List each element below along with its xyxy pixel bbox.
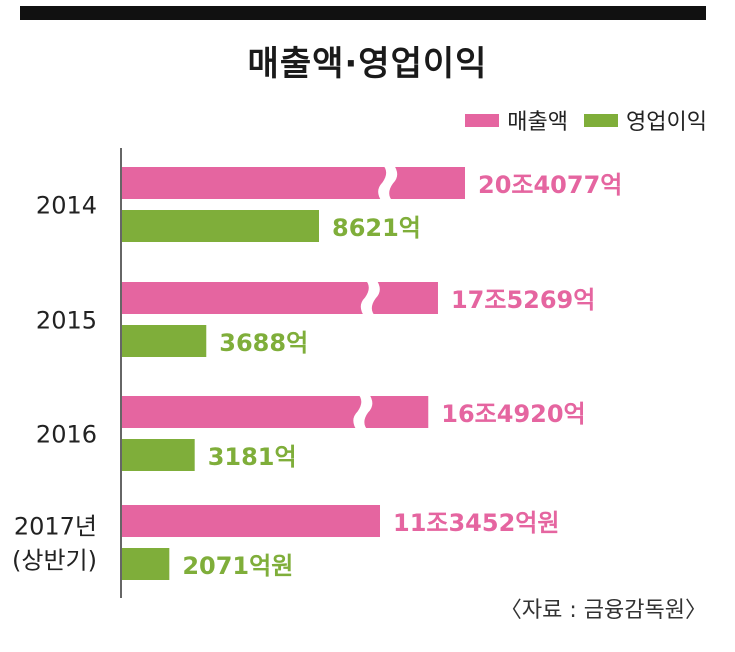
data-label-sales: 16조4920억 xyxy=(441,400,585,428)
chart-title: 매출액·영업이익 xyxy=(247,44,488,84)
category-label: 2014 xyxy=(36,192,97,220)
data-label-operating-profit: 3181억 xyxy=(208,443,297,471)
category-label: 2016 xyxy=(36,421,97,449)
legend-label-sales: 매출액 xyxy=(507,110,569,135)
legend-item-sales: 매출액 xyxy=(465,104,568,136)
legend-label-operating-profit: 영업이익 xyxy=(626,110,707,135)
legend-item-operating-profit: 영업이익 xyxy=(584,104,707,136)
bar-sales xyxy=(122,282,438,314)
legend-swatch-operating-profit xyxy=(584,113,619,127)
category-label: 2015 xyxy=(36,307,97,335)
data-label-sales: 11조3452억원 xyxy=(393,509,559,537)
source-note: 〈자료 : 금융감독원〉 xyxy=(499,598,707,623)
data-label-sales: 17조5269억 xyxy=(451,286,595,314)
bar-operating-profit xyxy=(122,210,319,242)
bar-operating-profit xyxy=(122,439,195,471)
category-label: (상반기) xyxy=(12,547,97,575)
data-label-operating-profit: 2071억원 xyxy=(182,552,293,580)
bar-sales xyxy=(122,505,380,537)
bar-operating-profit xyxy=(122,325,207,357)
bar-operating-profit xyxy=(122,548,170,580)
data-label-operating-profit: 3688억 xyxy=(219,329,308,357)
data-label-operating-profit: 8621억 xyxy=(332,214,421,242)
top-rule xyxy=(20,6,706,20)
legend: 매출액 영업이익 xyxy=(449,104,707,136)
data-label-sales: 20조4077억 xyxy=(478,171,622,199)
bar-sales xyxy=(122,167,465,199)
category-label: 2017년 xyxy=(14,513,97,541)
axis-break-mark xyxy=(353,392,373,432)
bar-sales xyxy=(122,396,429,428)
axis-break-mark xyxy=(360,278,380,318)
axis-break-mark xyxy=(378,163,398,203)
legend-swatch-sales xyxy=(465,113,500,127)
